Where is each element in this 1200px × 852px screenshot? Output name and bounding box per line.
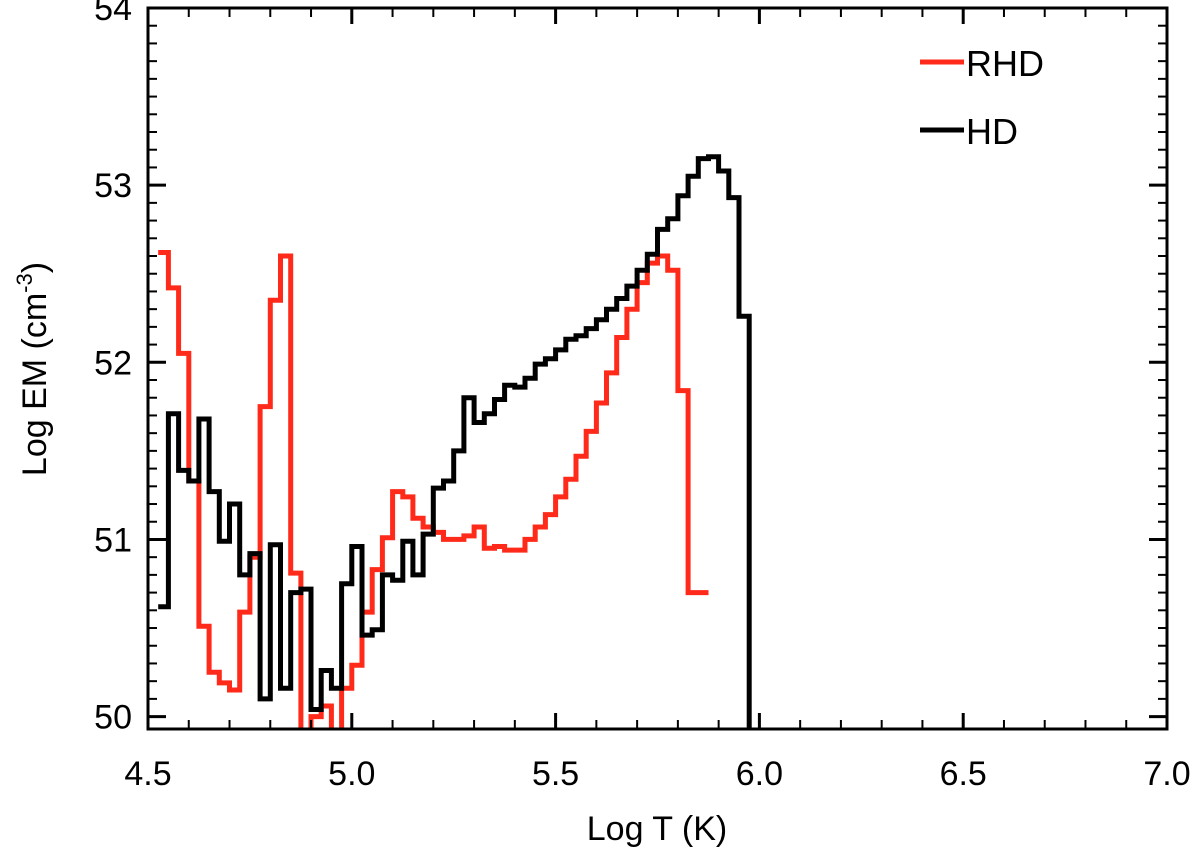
x-tick-label: 5.5 — [532, 755, 579, 793]
legend-label-hd: HD — [966, 111, 1018, 152]
y-axis-title-main: Log EM (cm — [16, 293, 54, 476]
x-tick-label: 5.0 — [328, 755, 375, 793]
y-tick-label: 51 — [94, 521, 132, 559]
series-line-rhd — [158, 250, 709, 729]
x-tick-label: 4.5 — [124, 755, 171, 793]
x-tick-label: 6.5 — [940, 755, 987, 793]
y-tick-label: 50 — [94, 699, 132, 737]
y-tick-label: 53 — [94, 167, 132, 205]
legend: RHD HD — [920, 43, 1044, 152]
x-axis-title: Log T (K) — [587, 810, 727, 848]
y-tick-label: 54 — [94, 0, 132, 28]
y-axis-title: Log EM (cm-3) — [12, 262, 54, 476]
legend-label-rhd: RHD — [966, 43, 1044, 84]
series-line-hd — [158, 154, 752, 729]
x-tick-label: 6.0 — [736, 755, 783, 793]
y-tick-label: 52 — [94, 344, 132, 382]
plot-frame — [146, 6, 1169, 731]
y-axis-title-tail: ) — [16, 262, 54, 273]
x-tick-label: 7.0 — [1143, 755, 1190, 793]
y-axis-title-superscript: -3 — [12, 273, 37, 293]
